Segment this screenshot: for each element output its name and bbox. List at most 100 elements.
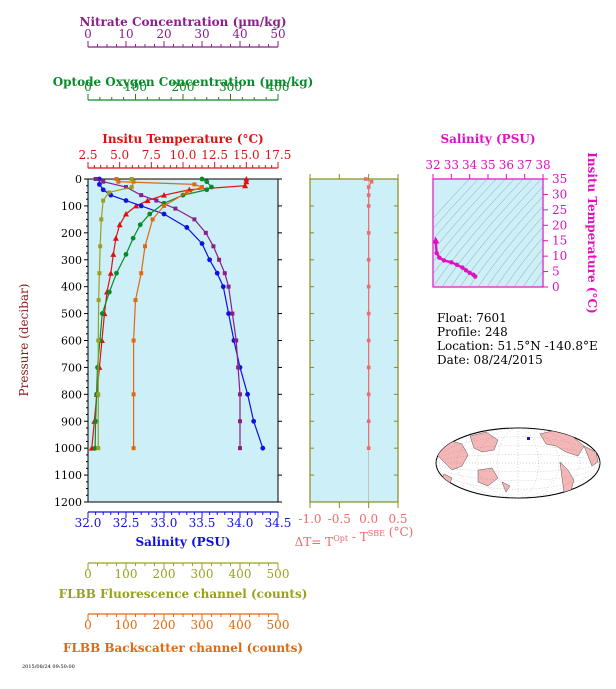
pressure-tick-label: 1200 — [54, 496, 82, 509]
backscatter-tick-label: 0 — [84, 618, 92, 632]
nitrate-axis-title: Nitrate Concentration (µm/kg) — [79, 15, 286, 29]
delta-t-title-part: SBE — [368, 529, 385, 538]
nitrate-tick-label: 10 — [118, 27, 133, 41]
salinity-point — [214, 270, 220, 276]
nitrate-point — [236, 365, 241, 370]
density-contour — [433, 179, 506, 263]
temperature-tick-label: 15.0 — [233, 148, 260, 162]
fluorescence-point — [106, 190, 111, 195]
ts-y-tick-label: 25 — [552, 203, 567, 217]
ts-y-tick-label: 10 — [552, 249, 567, 263]
salinity-tick-label: 34.5 — [265, 516, 292, 530]
fluorescence-tick-label: 400 — [229, 567, 252, 581]
salinity-axis-title: Salinity (PSU) — [135, 535, 230, 549]
pressure-tick-label: 100 — [61, 200, 82, 213]
backscatter-point — [131, 446, 136, 451]
fluorescence-point — [97, 271, 102, 276]
density-contour — [477, 205, 543, 287]
nitrate-point — [124, 185, 128, 190]
info-float: Float: 7601 — [437, 311, 507, 325]
nitrate-point — [226, 284, 231, 289]
ts-y-tick-label: 20 — [552, 218, 567, 232]
main-plot-area — [87, 178, 279, 503]
footer-timestamp: 2015/08/24 09:50:00 — [22, 664, 75, 670]
delta-t-point — [366, 338, 371, 343]
nitrate-point — [101, 179, 106, 184]
backscatter-tick-label: 200 — [153, 618, 176, 632]
delta-t-point — [366, 419, 371, 424]
backscatter-point — [184, 190, 189, 195]
temperature-tick-label: 10.0 — [170, 148, 197, 162]
ts-point — [441, 258, 447, 263]
salinity-point — [97, 181, 102, 187]
nitrate-tick-label: 0 — [84, 27, 92, 41]
fluorescence-tick-label: 200 — [153, 567, 176, 581]
ts-point — [449, 260, 454, 265]
salinity-point — [245, 391, 251, 397]
ts-x-tick-label: 35 — [480, 158, 495, 172]
backscatter-point — [114, 177, 119, 181]
oxygen-point — [209, 184, 214, 190]
nitrate-point — [238, 446, 242, 451]
nitrate-point — [222, 271, 227, 276]
ts-temperature-title: Insitu Temperature (°C) — [585, 152, 599, 313]
fluorescence-point — [96, 446, 101, 451]
fluorescence-point — [129, 185, 134, 190]
ts-salinity-title: Salinity (PSU) — [440, 132, 535, 146]
ts-y-tick-label: 35 — [552, 172, 567, 186]
ts-point — [454, 262, 460, 267]
nitrate-tick-label: 20 — [156, 27, 171, 41]
float-location-marker — [527, 437, 530, 440]
density-contour — [433, 179, 515, 275]
fluorescence-point — [98, 244, 103, 249]
temperature-tick-label: 7.5 — [142, 148, 161, 162]
map-latitude-line — [436, 436, 600, 490]
nitrate-point — [173, 206, 178, 211]
temperature-point — [133, 202, 140, 209]
temperature-point — [116, 221, 123, 228]
delta-t-plot-area — [309, 178, 399, 503]
nitrate-point — [211, 244, 216, 249]
temperature-point — [243, 178, 250, 185]
salinity-point — [207, 257, 213, 263]
delta-t-point — [366, 257, 371, 262]
ts-y-tick-label: 30 — [552, 187, 567, 201]
density-contour — [486, 215, 543, 287]
nitrate-tick-label: 50 — [270, 27, 285, 41]
pressure-tick-label: 0 — [75, 173, 82, 186]
fluorescence-tick-label: 100 — [115, 567, 138, 581]
backscatter-point — [150, 217, 155, 222]
backscatter-point — [192, 182, 197, 187]
oxygen-tick-label: 100 — [124, 80, 147, 94]
ts-x-tick-label: 37 — [517, 158, 532, 172]
world-map-land — [436, 428, 600, 498]
salinity-point — [251, 418, 257, 424]
delta-t-point — [369, 179, 374, 184]
oxygen-point — [130, 235, 136, 241]
density-contour — [433, 179, 488, 240]
nitrate-point — [238, 392, 242, 397]
delta-t-axis-title: ΔT= TOpt - TSBE (°C) — [295, 525, 414, 549]
pressure-tick-label: 300 — [61, 254, 82, 267]
fluorescence-tick-label: 500 — [267, 567, 290, 581]
pressure-tick-label: 700 — [61, 361, 82, 374]
salinity-tick-label: 33.0 — [151, 516, 178, 530]
fluorescence-point — [96, 338, 101, 343]
backscatter-point — [143, 244, 147, 249]
oxygen-point — [106, 289, 112, 295]
ts-point — [460, 265, 465, 270]
temperature-tick-label: 2.5 — [78, 148, 97, 162]
backscatter-point — [133, 298, 138, 303]
salinity-point — [260, 445, 266, 451]
temperature-point — [112, 235, 119, 241]
fluorescence-tick-label: 300 — [191, 567, 214, 581]
nitrate-point — [238, 419, 242, 424]
nitrate-tick-label: 30 — [194, 27, 209, 41]
ts-x-tick-label: 34 — [462, 158, 478, 172]
fluorescence-point — [129, 177, 134, 181]
info-profile: Profile: 248 — [437, 325, 508, 339]
ts-x-tick-label: 36 — [499, 158, 514, 172]
temperature-point — [144, 197, 151, 204]
oxygen-point — [137, 222, 143, 228]
